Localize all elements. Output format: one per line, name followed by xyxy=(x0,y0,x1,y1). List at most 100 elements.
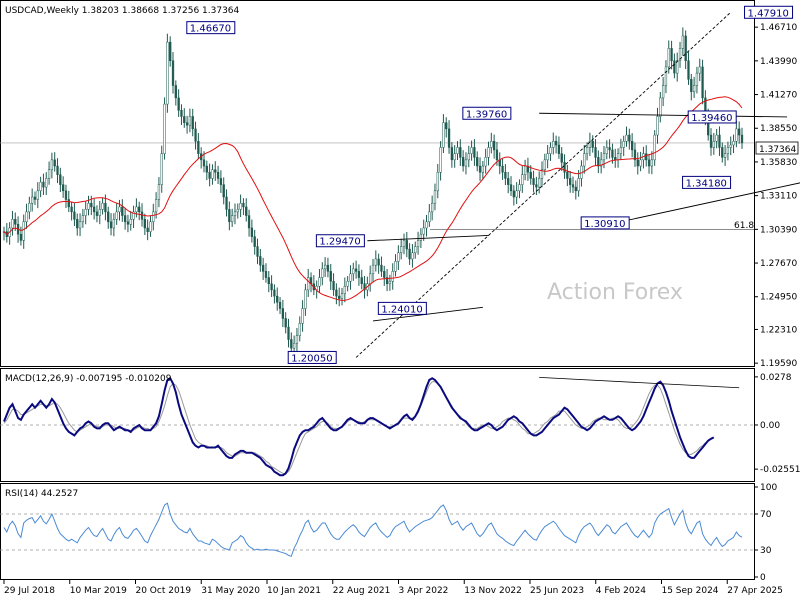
price-label: 1.30910 xyxy=(584,219,625,230)
candle-body xyxy=(461,157,465,167)
candle-body xyxy=(135,206,138,213)
candle-body xyxy=(222,184,225,198)
candle-body xyxy=(31,196,34,204)
price-panel-header: USDCAD,Weekly 1.38203 1.38668 1.37256 1.… xyxy=(5,6,240,16)
candle-body xyxy=(591,141,594,148)
candle-body xyxy=(608,147,611,151)
candle-body xyxy=(208,171,211,179)
price-candles xyxy=(2,27,744,357)
candle-body xyxy=(664,66,668,86)
price-label: 1.46670 xyxy=(190,24,231,35)
candle-body xyxy=(735,128,738,142)
candle-body xyxy=(532,178,535,185)
candle-body xyxy=(566,171,569,179)
candle-body xyxy=(25,211,28,223)
candle-body xyxy=(712,141,715,148)
candle-body xyxy=(557,144,561,154)
candle-body xyxy=(219,178,223,185)
candle-body xyxy=(354,268,358,272)
candle-body xyxy=(73,211,76,220)
last-price-label: 1.37364 xyxy=(759,145,796,155)
candle-body xyxy=(487,147,490,158)
candle-body xyxy=(436,171,439,192)
macd-line xyxy=(3,376,715,477)
candle-body xyxy=(19,233,23,241)
x-tick-label: 25 Jun 2023 xyxy=(530,586,584,596)
candle-body xyxy=(349,273,352,282)
price-label: 1.39460 xyxy=(691,113,732,124)
candle-body xyxy=(738,128,741,136)
candle-body xyxy=(715,134,718,142)
candle-body xyxy=(214,169,217,173)
candle-body xyxy=(622,141,625,148)
candle-body xyxy=(701,66,704,99)
candle-body xyxy=(90,202,93,208)
rsi-panel-header: RSI(14) 44.2527 xyxy=(5,489,78,499)
candle-body xyxy=(585,147,589,154)
candle-body xyxy=(138,206,141,213)
trendline xyxy=(615,182,800,224)
price-tick-label: 1.41270 xyxy=(760,91,797,101)
candle-body xyxy=(385,277,389,284)
price-tick-label: 1.35830 xyxy=(760,158,797,168)
candle-body xyxy=(543,159,546,171)
candle-body xyxy=(261,264,265,272)
candle-body xyxy=(81,215,85,223)
candle-body xyxy=(552,141,555,148)
candle-body xyxy=(504,171,507,179)
price-label-box xyxy=(687,110,737,124)
rsi-tick-label: 100 xyxy=(760,483,777,493)
candle-body xyxy=(428,211,431,223)
candle-body xyxy=(259,256,262,266)
candle-body xyxy=(709,134,713,148)
x-tick-label: 27 Apr 2025 xyxy=(727,586,783,596)
candle-body xyxy=(292,342,296,349)
candle-body xyxy=(216,171,220,179)
price-tick-label: 1.19590 xyxy=(760,359,797,369)
rsi-tick-label: 70 xyxy=(760,510,772,520)
candle-body xyxy=(56,165,59,175)
price-tick-label: 1.24950 xyxy=(760,293,797,303)
ma-line xyxy=(3,96,743,301)
candle-body xyxy=(726,147,730,154)
candle-body xyxy=(577,178,580,192)
candle-body xyxy=(360,277,363,284)
candle-body xyxy=(569,178,572,185)
candle-body xyxy=(177,97,180,111)
trendlines xyxy=(355,11,800,358)
candle-body xyxy=(14,219,17,225)
candle-body xyxy=(149,221,152,232)
candle-body xyxy=(408,248,411,260)
candle-body xyxy=(78,221,82,229)
candle-body xyxy=(343,285,346,294)
candle-body xyxy=(180,110,183,117)
candle-body xyxy=(721,147,724,158)
macd-lines xyxy=(3,376,740,477)
candle-body xyxy=(459,147,462,158)
candle-body xyxy=(464,159,468,167)
candle-body xyxy=(422,227,425,235)
price-label: 1.24010 xyxy=(381,304,422,315)
price-axis-ticks: 1.46710 1.43990 1.41270 1.38550 1.35830 1.331… xyxy=(0,23,797,369)
candle-body xyxy=(661,85,665,99)
candle-body xyxy=(146,227,149,232)
candle-body xyxy=(109,221,113,229)
candle-body xyxy=(231,215,234,223)
candle-body xyxy=(340,293,344,299)
candle-body xyxy=(273,289,276,297)
price-tick-label: 1.22310 xyxy=(760,325,797,335)
candle-body xyxy=(253,236,256,247)
macd-tick-label: 0.0278 xyxy=(760,373,792,383)
macd-tick-label: -0.025511 xyxy=(760,465,800,475)
candle-body xyxy=(301,308,304,324)
price-level-labels: 1.46670 1.47910 1.39760 1.39460 1.34180 1.309… xyxy=(186,5,794,364)
candle-body xyxy=(639,159,642,167)
price-panel-border xyxy=(0,0,755,367)
candle-body xyxy=(36,190,39,200)
candle-body xyxy=(236,209,239,213)
watermark: Action Forex xyxy=(547,280,683,305)
candle-body xyxy=(39,181,42,192)
candle-body xyxy=(594,147,597,158)
candle-body xyxy=(11,219,14,229)
